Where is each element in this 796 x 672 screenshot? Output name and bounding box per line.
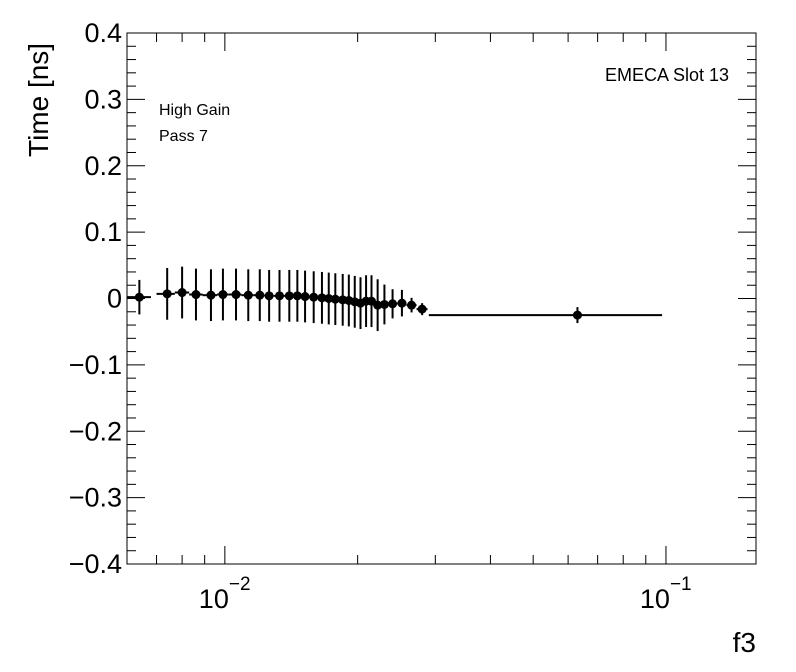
data-point xyxy=(273,269,284,322)
x-tick-label: 10 xyxy=(199,584,229,614)
data-point xyxy=(228,268,242,321)
data-point xyxy=(406,297,417,313)
y-tick-label: −0.2 xyxy=(69,416,122,446)
point-marker xyxy=(177,288,187,298)
point-marker xyxy=(373,300,383,310)
point-marker xyxy=(317,293,327,303)
y-tick-label: −0.4 xyxy=(69,549,122,579)
point-marker xyxy=(324,294,334,303)
data-point xyxy=(253,269,265,322)
point-marker xyxy=(243,290,253,300)
data-point xyxy=(387,289,398,319)
data-point xyxy=(264,269,274,322)
data-point xyxy=(127,279,151,315)
point-marker xyxy=(407,300,417,310)
data-point xyxy=(428,307,663,324)
point-marker xyxy=(134,292,144,302)
data-points xyxy=(127,266,663,332)
point-marker xyxy=(388,299,398,309)
point-marker xyxy=(300,292,310,302)
data-point xyxy=(174,266,190,319)
data-point xyxy=(189,268,203,321)
data-point xyxy=(366,275,376,328)
y-tick-label: 0.3 xyxy=(84,84,122,114)
data-point xyxy=(283,269,294,322)
data-point xyxy=(324,272,334,325)
data-point xyxy=(308,271,319,324)
point-marker xyxy=(397,298,407,308)
x-axis-ticks xyxy=(126,33,667,564)
point-marker xyxy=(417,304,427,314)
data-point xyxy=(300,270,310,323)
point-marker xyxy=(191,290,201,300)
point-marker xyxy=(218,290,228,300)
x-axis-title: f3 xyxy=(733,627,756,658)
y-tick-label: −0.1 xyxy=(69,350,122,380)
x-axis-tick-labels: 10 −2 10 −1 xyxy=(199,574,692,614)
data-point xyxy=(330,273,340,326)
y-axis-tick-labels: −0.4 −0.3 −0.2 −0.1 0 0.1 0.2 0.3 0.4 xyxy=(69,18,122,579)
y-axis-title: Time [ns] xyxy=(23,43,54,157)
data-point xyxy=(241,269,254,322)
x-tick-label-exponent: −2 xyxy=(229,574,251,595)
data-point xyxy=(317,271,327,324)
point-marker xyxy=(379,299,389,309)
point-marker xyxy=(231,290,241,300)
point-marker xyxy=(274,291,284,301)
y-tick-label: 0 xyxy=(107,284,122,314)
y-axis-ticks xyxy=(127,32,756,565)
annotation-pass: Pass 7 xyxy=(159,128,208,145)
y-tick-label: 0.2 xyxy=(84,151,122,181)
data-point xyxy=(292,269,302,322)
point-marker xyxy=(206,290,216,300)
y-tick-label: −0.3 xyxy=(69,483,122,513)
point-marker xyxy=(162,289,172,299)
data-point xyxy=(416,303,428,316)
point-marker xyxy=(309,292,319,302)
point-marker xyxy=(255,290,265,300)
annotation-gain: High Gain xyxy=(159,102,230,119)
y-tick-label: 0.1 xyxy=(84,217,122,247)
data-point xyxy=(202,269,218,322)
data-point xyxy=(379,284,389,325)
data-point xyxy=(217,268,229,321)
y-tick-label: 0.4 xyxy=(84,18,122,48)
point-marker xyxy=(572,310,582,320)
x-tick-label: 10 xyxy=(640,584,670,614)
point-marker xyxy=(330,294,340,304)
data-point xyxy=(373,279,383,332)
data-point xyxy=(397,289,407,317)
data-point xyxy=(156,267,175,320)
x-tick-label-exponent: −1 xyxy=(670,574,692,595)
point-marker xyxy=(292,291,302,301)
point-marker xyxy=(284,291,294,301)
point-marker xyxy=(264,291,274,301)
annotation-slot: EMECA Slot 13 xyxy=(605,65,729,85)
